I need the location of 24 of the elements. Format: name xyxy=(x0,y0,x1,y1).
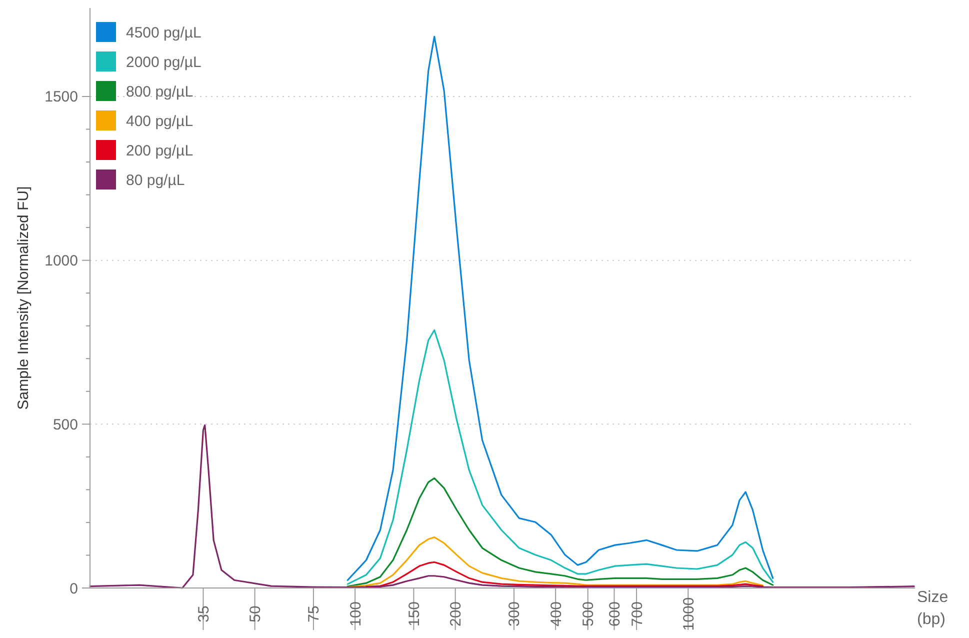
y-tick-label: 500 xyxy=(52,416,78,434)
legend-label: 4500 pg/µL xyxy=(126,24,202,42)
x-tick-label: 600 xyxy=(606,601,624,627)
legend-label: 800 pg/µL xyxy=(126,83,194,100)
x-tick-label: 100 xyxy=(347,601,364,627)
y-tick-label: 1000 xyxy=(44,252,78,270)
x-axis-title: Size (bp) xyxy=(917,589,948,628)
x-tick-label: 75 xyxy=(306,606,323,622)
x-tick-label: 1000 xyxy=(680,597,698,631)
y-axis-title: Sample Intensity [Normalized FU] xyxy=(15,186,32,410)
x-tick-label: 500 xyxy=(580,601,598,627)
x-tick-label: 50 xyxy=(247,606,264,622)
legend-label: 400 pg/µL xyxy=(126,112,194,130)
y-tick-label: 1500 xyxy=(44,88,78,106)
legend-label: 80 pg/µL xyxy=(126,172,185,189)
y-tick-label: 0 xyxy=(70,580,78,598)
legend-label: 200 pg/µL xyxy=(126,142,194,160)
x-tick-label: 35 xyxy=(195,606,212,622)
legend-label: 2000 pg/µL xyxy=(126,54,202,71)
x-tick-label: 400 xyxy=(548,601,565,627)
x-tick-label: 150 xyxy=(406,601,423,627)
x-tick-label: 300 xyxy=(506,601,524,627)
x-tick-label: 200 xyxy=(448,601,465,627)
x-tick-label: 700 xyxy=(628,601,646,627)
